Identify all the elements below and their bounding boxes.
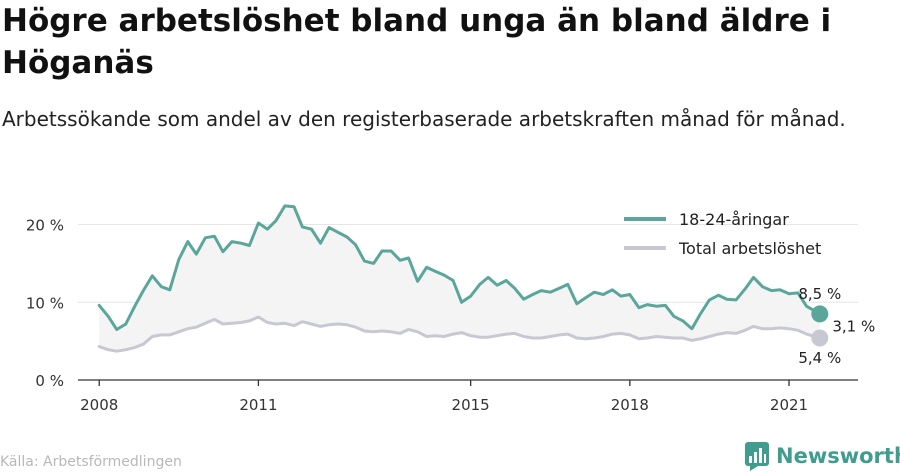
x-tick-label: 2021: [770, 396, 808, 414]
page-subtitle: Arbetssökande som andel av den registerb…: [2, 107, 846, 131]
youth-end-label: 8,5 %: [798, 285, 841, 303]
gap-annotation: 3,1 %: [832, 318, 875, 336]
y-tick-label: 0 %: [35, 372, 64, 390]
page-title: Högre arbetslöshet bland unga än bland ä…: [2, 3, 832, 81]
brand-name: Newsworthy: [776, 444, 900, 468]
legend-label: 18-24-åringar: [679, 210, 789, 229]
x-tick-label: 2008: [80, 396, 118, 414]
x-tick-label: 2015: [452, 396, 490, 414]
series-end-point: [811, 329, 829, 347]
axes: 0 % 10 % 20 % 2008 2011 2015 2018 2021: [26, 217, 858, 414]
end-labels: 8,5 % 5,4 % 3,1 %: [798, 285, 875, 367]
x-tick-label: 2018: [611, 396, 649, 414]
brand-logo[interactable]: Newsworthy: [744, 441, 900, 471]
x-tick-label: 2011: [239, 396, 277, 414]
legend: 18-24-åringar Total arbetslöshet: [624, 210, 821, 258]
gap-band: [99, 205, 820, 352]
gap-area: [99, 205, 820, 352]
series-line-youth: [97, 204, 822, 331]
series-end-point: [811, 305, 829, 323]
series-line-total: [97, 315, 822, 353]
series: [97, 204, 829, 353]
total-end-label: 5,4 %: [798, 349, 841, 367]
legend-label: Total arbetslöshet: [678, 239, 821, 258]
newsworthy-logo-icon: [745, 442, 769, 471]
y-tick-label: 20 %: [26, 217, 64, 235]
y-tick-label: 10 %: [26, 294, 64, 312]
source-note: Källa: Arbetsförmedlingen: [0, 454, 182, 470]
